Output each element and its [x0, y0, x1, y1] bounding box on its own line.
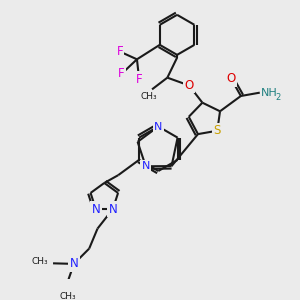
Text: N: N	[92, 202, 100, 216]
Text: F: F	[116, 45, 123, 58]
Text: F: F	[136, 73, 142, 86]
Text: F: F	[118, 67, 125, 80]
Text: S: S	[214, 124, 221, 137]
Text: NH: NH	[261, 88, 278, 98]
Text: N: N	[108, 202, 117, 216]
Text: O: O	[226, 72, 236, 85]
Text: O: O	[184, 79, 194, 92]
Text: CH₃: CH₃	[59, 292, 76, 300]
Text: CH₃: CH₃	[32, 257, 48, 266]
Text: CH₃: CH₃	[140, 92, 157, 101]
Text: N: N	[154, 122, 163, 131]
Text: 2: 2	[275, 93, 280, 102]
Text: N: N	[70, 257, 78, 270]
Text: N: N	[142, 161, 150, 171]
